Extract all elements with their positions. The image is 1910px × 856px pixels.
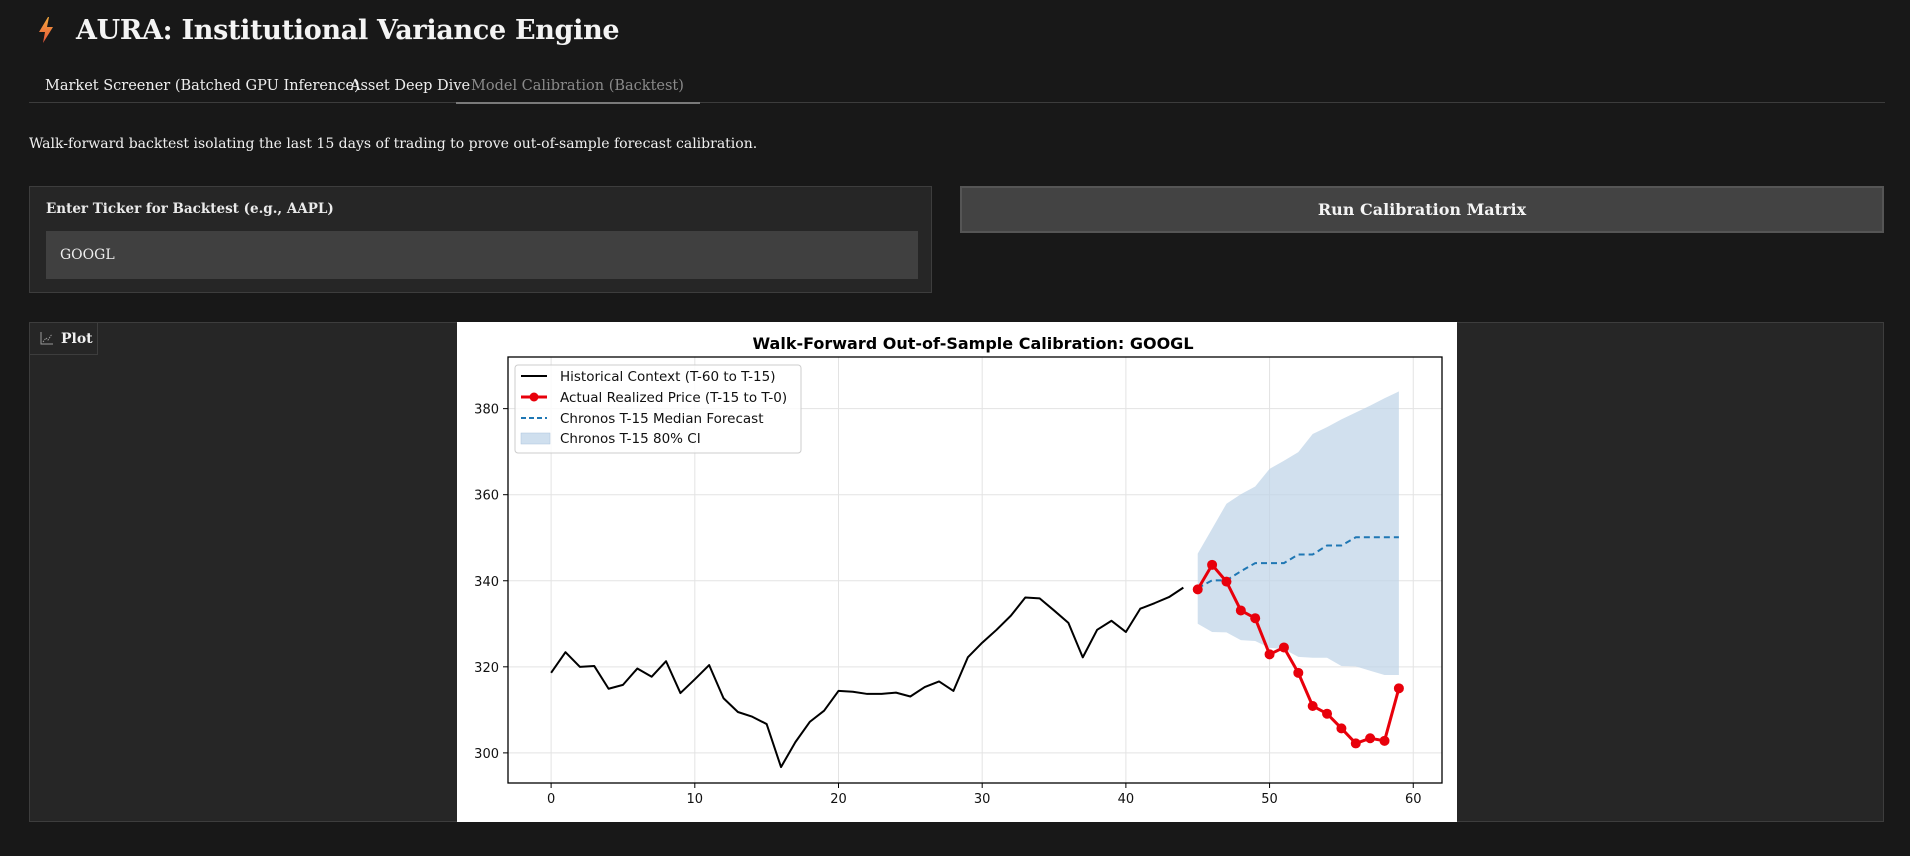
legend-marker-actual [529, 392, 539, 402]
chart-container: Walk-Forward Out-of-Sample Calibration: … [457, 322, 1457, 822]
actual-price-point [1235, 605, 1246, 616]
ticker-input-label: Enter Ticker for Backtest (e.g., AAPL) [46, 201, 334, 217]
x-tick-label: 30 [974, 792, 991, 807]
legend: Historical Context (T-60 to T-15) Actual… [514, 364, 802, 454]
actual-price-point [1264, 649, 1275, 660]
page-description: Walk-forward backtest isolating the last… [29, 136, 758, 152]
legend-label-historical: Historical Context (T-60 to T-15) [560, 369, 776, 385]
run-calibration-button[interactable]: Run Calibration Matrix [960, 186, 1884, 233]
actual-price-point [1250, 613, 1261, 624]
actual-price-point [1336, 723, 1347, 734]
axes-frame [507, 356, 1443, 784]
actual-price-point [1322, 708, 1333, 719]
actual-price-point [1350, 738, 1361, 749]
ci-band [1197, 391, 1399, 675]
legend-label-median: Chronos T-15 Median Forecast [560, 411, 764, 427]
lightning-bolt-icon [39, 17, 53, 43]
actual-price-point [1293, 667, 1304, 678]
tab-bar: Market Screener (Batched GPU Inference) … [29, 72, 1885, 104]
y-tick-label: 360 [474, 489, 499, 504]
y-tick-label: 380 [474, 403, 499, 418]
app-title: AURA: Institutional Variance Engine [76, 14, 620, 46]
grid-lines [508, 357, 1442, 783]
actual-price-point [1393, 683, 1404, 694]
x-tick-label: 40 [1118, 792, 1135, 807]
tab-model-calibration[interactable]: Model Calibration (Backtest) [456, 72, 700, 104]
chart-icon [40, 332, 53, 345]
plot-tag: Plot [30, 323, 98, 355]
x-tick-label: 60 [1405, 792, 1422, 807]
actual-price-point [1221, 576, 1232, 587]
legend-label-ci: Chronos T-15 80% CI [560, 431, 701, 447]
plot-tag-label: Plot [61, 330, 93, 347]
ci-band-layer [1197, 391, 1399, 675]
y-tick-label: 320 [474, 661, 499, 676]
legend-swatch-ci [520, 432, 551, 445]
ticker-input-card: Enter Ticker for Backtest (e.g., AAPL) [29, 186, 932, 293]
x-tick-label: 50 [1261, 792, 1278, 807]
tab-asset-deep-dive[interactable]: Asset Deep Dive [350, 78, 471, 94]
actual-price-point [1192, 584, 1203, 595]
tab-market-screener[interactable]: Market Screener (Batched GPU Inference) [45, 78, 360, 94]
actual-price-point [1307, 700, 1318, 711]
actual-price-point [1278, 642, 1289, 653]
series-layer [550, 536, 1404, 769]
x-tick-label: 20 [830, 792, 847, 807]
axes-layer: 0 10 20 30 40 50 60 300 320 340 360 380 [474, 356, 1443, 807]
y-tick-label: 300 [474, 747, 499, 762]
legend-label-actual: Actual Realized Price (T-15 to T-0) [560, 390, 787, 406]
actual-price-point [1379, 735, 1390, 746]
ticker-input[interactable] [46, 231, 918, 279]
app-header: AURA: Institutional Variance Engine [38, 12, 620, 48]
median-forecast-line [1197, 536, 1399, 589]
chart-title: Walk-Forward Out-of-Sample Calibration: … [752, 334, 1193, 353]
historical-line [550, 586, 1184, 769]
legend-box [514, 364, 802, 454]
x-tick-label: 0 [547, 792, 555, 807]
y-tick-label: 340 [474, 575, 499, 590]
actual-price-point [1365, 733, 1376, 744]
actual-price-point [1207, 559, 1218, 570]
x-tick-label: 10 [687, 792, 704, 807]
calibration-chart: Walk-Forward Out-of-Sample Calibration: … [474, 334, 1443, 807]
